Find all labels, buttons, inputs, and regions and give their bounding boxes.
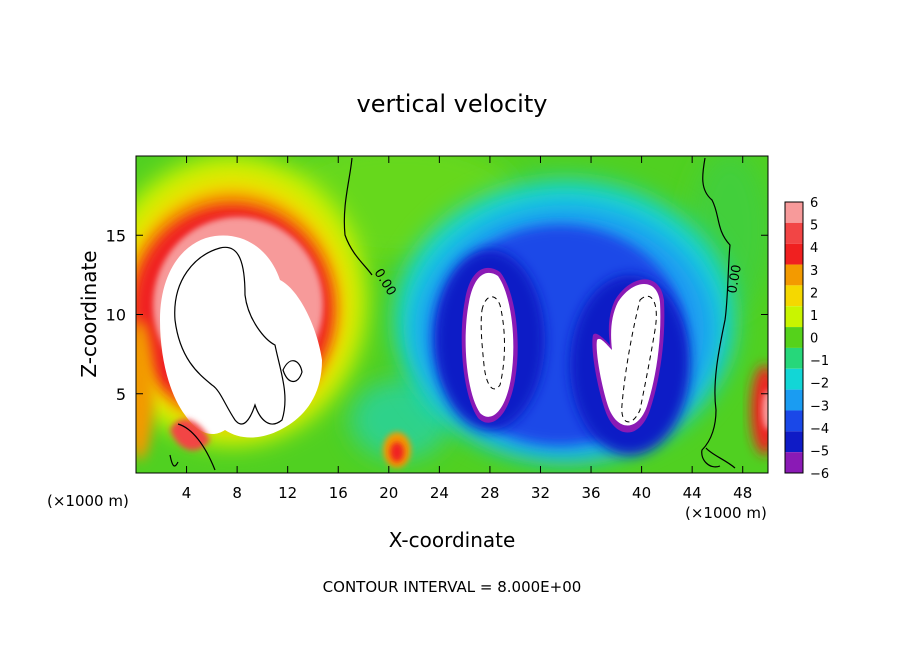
x-unit-left: (×1000 m) [47, 492, 129, 510]
contour-floor-left [169, 423, 216, 471]
colorbar-label: −4 [810, 422, 829, 437]
x-tick-label: 24 [430, 484, 449, 502]
colorbar-label: −2 [810, 377, 829, 392]
y-tick-label: 10 [106, 306, 126, 325]
y-tick-label: 5 [116, 385, 126, 404]
contour-updraft-left-inner [282, 360, 303, 383]
downdraft-left-core [465, 272, 514, 417]
y-axis-label: Z-coordinate [77, 250, 101, 377]
x-tick-label: 16 [329, 484, 348, 502]
colorbar-label: 4 [810, 241, 818, 256]
colorbar-label: −1 [810, 354, 829, 369]
contour-zero-right [701, 157, 731, 468]
contour-label-right: 0.00 [725, 264, 745, 295]
heatmap-field [136, 156, 768, 473]
x-tick-label: 8 [232, 484, 242, 502]
x-tick-label: 32 [531, 484, 550, 502]
contour-updraft-left [174, 246, 286, 425]
colorbar-label: 1 [810, 309, 818, 324]
colorbar-label: 6 [810, 196, 818, 211]
contour-dashed-left [480, 296, 505, 390]
contour-dashed [480, 295, 657, 423]
colorbar-label: −5 [810, 444, 829, 459]
contour-floor-right [705, 447, 736, 469]
colorbar-swatch [785, 202, 803, 223]
downdraft-region [395, 180, 735, 460]
x-unit-right: (×1000 m) [685, 504, 767, 522]
colorbar-swatch [785, 222, 803, 244]
x-tick-label: 12 [278, 484, 297, 502]
colorbar-swatch [785, 327, 803, 348]
colorbar-swatch [785, 389, 803, 411]
downdraft-right-core [596, 283, 661, 426]
contour-lines [169, 157, 736, 471]
colorbar-swatch [785, 306, 803, 328]
colorbar: 6 5 4 3 2 1 0 −1 −2 −3 −4 −5 −6 [784, 196, 829, 482]
updraft-left-core [160, 235, 322, 438]
colorbar-label: 3 [810, 264, 818, 279]
edge-warm-right [751, 365, 768, 455]
updraft-left [136, 156, 367, 451]
x-axis-label: X-coordinate [389, 528, 516, 552]
colorbar-swatch [785, 347, 803, 369]
edge-warm-left [136, 320, 154, 460]
x-tick-label: 36 [581, 484, 600, 502]
colorbar-frame [784, 201, 804, 474]
x-tick-label: 44 [683, 484, 702, 502]
x-tick-label: 48 [733, 484, 752, 502]
colorbar-label: 5 [810, 219, 818, 234]
colorbar-swatch [785, 285, 803, 307]
updraft-small-core [390, 442, 404, 462]
chart-title: vertical velocity [357, 90, 548, 118]
colorbar-swatch [785, 243, 803, 265]
x-tick-label: 40 [632, 484, 651, 502]
colorbar-swatch [785, 431, 803, 453]
x-tick-label: 28 [480, 484, 499, 502]
y-axis: 5 10 15 [106, 226, 768, 404]
edge-warm-right-core [762, 390, 768, 430]
colorbar-swatch [785, 264, 803, 286]
colorbar-swatch [785, 368, 803, 390]
colorbar-label: −6 [810, 467, 829, 482]
x-tick-label: 20 [379, 484, 398, 502]
contour-interval-footer: CONTOUR INTERVAL = 8.000E+00 [323, 578, 582, 596]
contour-dashed-right [621, 295, 657, 423]
x-axis: 4 8 12 16 20 24 28 32 36 40 44 48 [182, 156, 752, 502]
field-region [350, 380, 450, 460]
contour-zero-left [343, 157, 373, 276]
colorbar-swatch [785, 452, 803, 473]
colorbar-swatch [785, 410, 803, 432]
colorbar-label: 2 [810, 286, 818, 301]
colorbar-label: −3 [810, 399, 829, 414]
y-tick-label: 15 [106, 226, 126, 245]
x-tick-label: 4 [182, 484, 192, 502]
colorbar-label: 0 [810, 332, 818, 347]
